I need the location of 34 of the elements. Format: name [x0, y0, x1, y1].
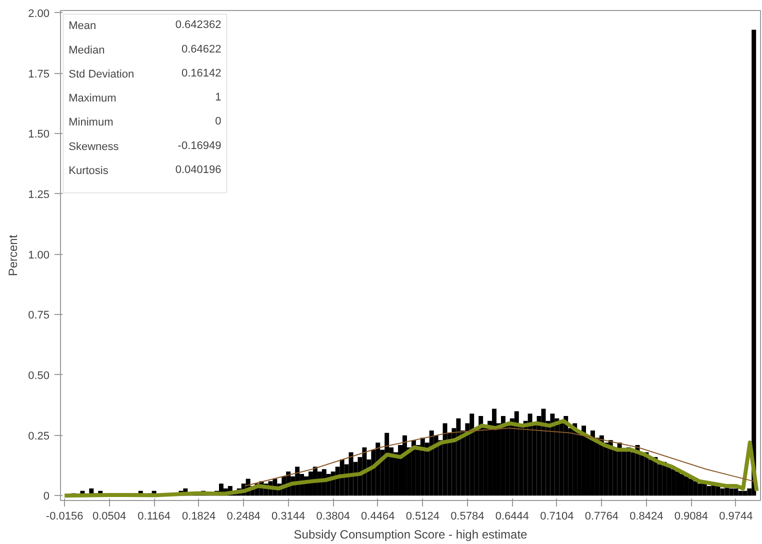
y-tick-label: 1.25: [28, 188, 50, 201]
x-tick-label: 0.5784: [450, 510, 484, 522]
x-tick-label: 0.2484: [226, 510, 260, 522]
x-tick-label: 0.3144: [272, 510, 306, 522]
x-tick-label: 0.1824: [182, 510, 216, 522]
x-tick-label: 0.9744: [719, 510, 753, 522]
y-tick-label: 0.50: [28, 370, 50, 382]
y-tick-label: 0.75: [28, 310, 50, 322]
y-tick-label: 1.75: [28, 68, 50, 80]
x-tick-label: 0.3804: [316, 510, 350, 522]
y-tick-label: 0.25: [28, 430, 50, 442]
x-tick-label: 0.1164: [138, 510, 170, 522]
x-tick-label: -0.0156: [46, 510, 84, 522]
text: Median 0.64622: [68, 43, 222, 56]
y-axis-title: Percent: [6, 234, 20, 276]
text: Mean 0.642362: [68, 19, 222, 32]
text: Maximum 1: [68, 92, 222, 105]
x-tick-label: 0.7104: [540, 510, 574, 522]
x-tick-label: 0.6444: [495, 510, 529, 522]
text: Skewness -0.16949: [68, 140, 222, 153]
text: Minimum 0: [68, 116, 222, 129]
x-tick-label: 0.4464: [361, 510, 395, 522]
x-axis-title: Subsidy Consumption Score - high estimate: [294, 528, 528, 542]
x-tick-label: 0.5124: [406, 510, 440, 522]
x-tick-label: 0.7764: [584, 510, 619, 522]
text: Kurtosis 0.040196: [68, 164, 222, 177]
y-tick-label: 1.00: [28, 249, 50, 262]
y-tick-label: 1.50: [28, 128, 50, 141]
x-tick-label: 0.9084: [674, 510, 708, 522]
x-tick-label: 0.8424: [630, 510, 664, 522]
x-tick-label: 0.0504: [92, 510, 126, 522]
text: Std Deviation 0.16142: [68, 67, 222, 80]
y-tick-label: 2.00: [28, 8, 50, 20]
y-tick-label: 0: [43, 490, 50, 503]
